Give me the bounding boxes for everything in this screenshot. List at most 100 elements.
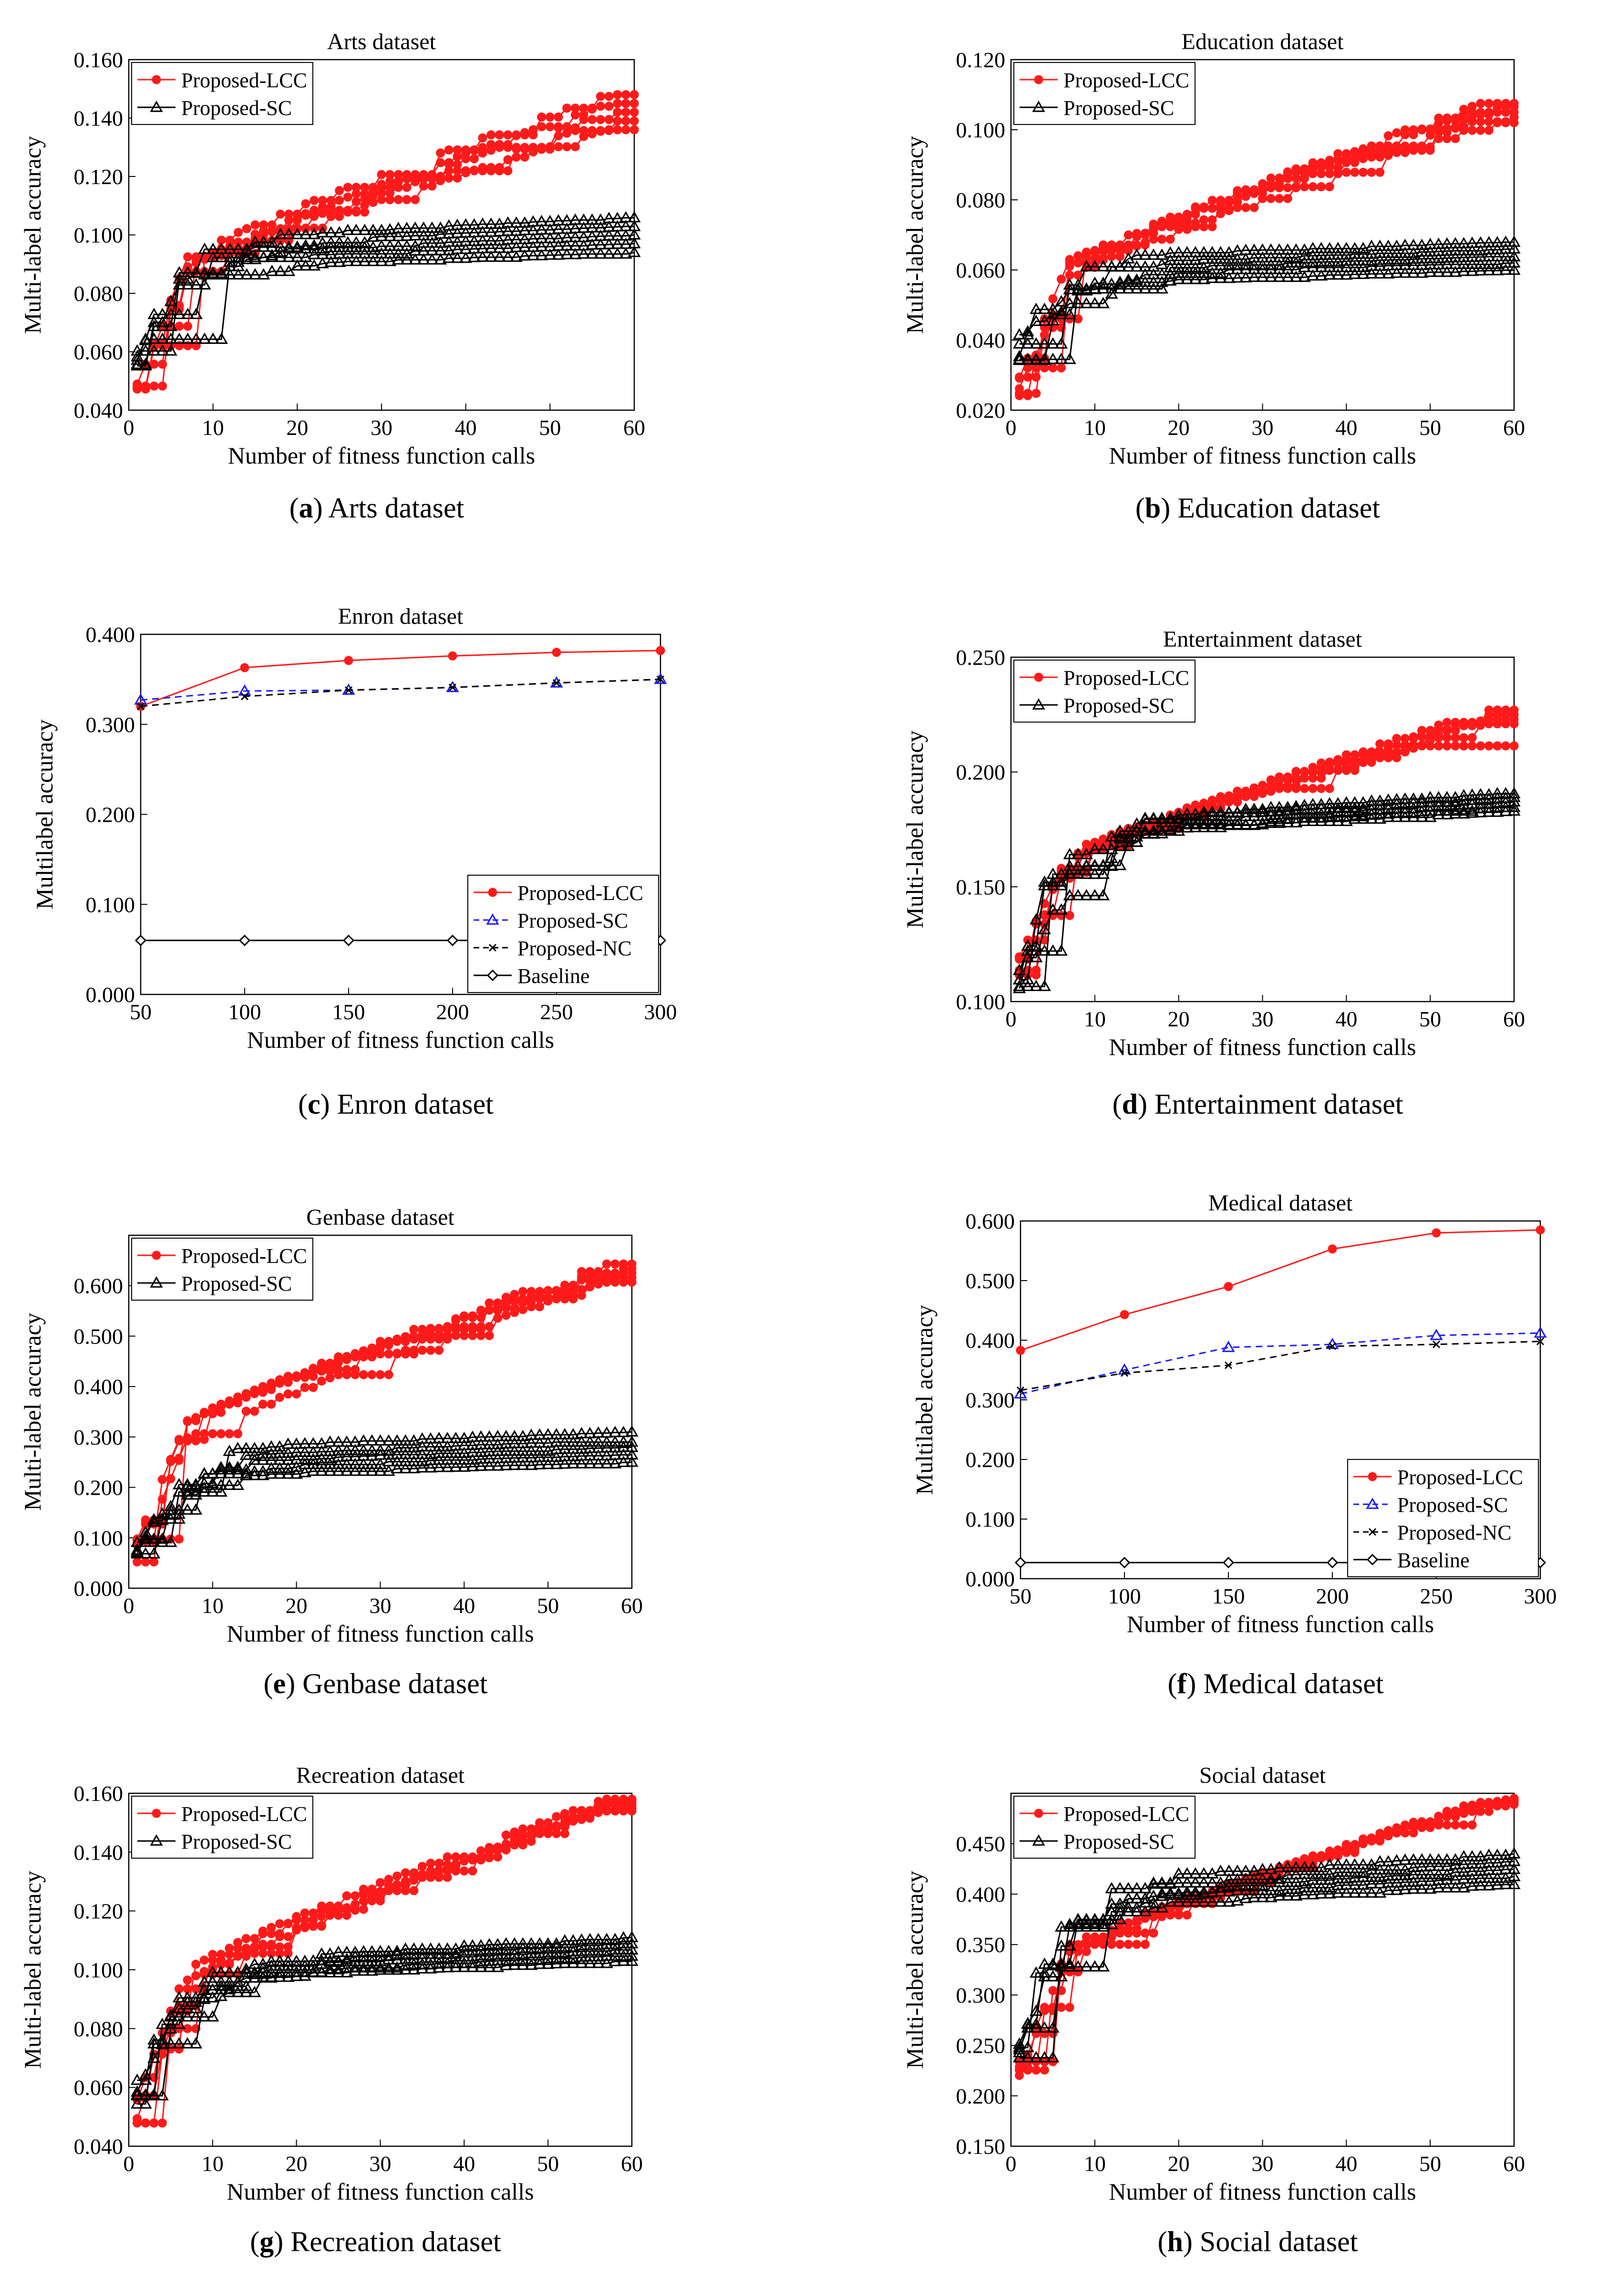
y-tick-label: 0.300 (956, 1983, 1006, 2007)
run-point (1063, 848, 1076, 859)
y-tick-label: 0.150 (956, 875, 1006, 899)
run-point (518, 224, 531, 236)
run-point (231, 1975, 245, 1987)
run-point (1164, 1876, 1177, 1888)
run-point (1038, 879, 1051, 890)
run-point (181, 2010, 194, 2022)
run-point (206, 332, 220, 344)
run-point (570, 103, 580, 113)
run-point (508, 1943, 521, 1955)
run-point (1214, 809, 1227, 820)
x-tick-label: 200 (436, 1000, 469, 1024)
run-point (197, 1485, 211, 1497)
run-point (299, 250, 312, 262)
run-point (1266, 173, 1276, 183)
run-point (1465, 1872, 1479, 1884)
run-point (1130, 282, 1144, 294)
run-point (265, 1461, 278, 1473)
run-point (1390, 1854, 1403, 1866)
run-point (1057, 363, 1066, 372)
run-point (173, 308, 186, 320)
run-point (1222, 806, 1236, 817)
run-point (508, 1937, 521, 1949)
legend-label: Proposed-LCC (1063, 69, 1189, 92)
run-point (1409, 1818, 1418, 1827)
run-point (1415, 1874, 1429, 1886)
run-point (588, 115, 597, 124)
run-point (1317, 758, 1326, 768)
run-point (1164, 1888, 1177, 1900)
run-point (1155, 282, 1169, 294)
run-point (298, 1437, 311, 1448)
run-point (1323, 1887, 1336, 1899)
run-point (133, 384, 142, 393)
run-point (516, 1451, 530, 1463)
run-point (1012, 352, 1026, 364)
run-point (225, 1950, 234, 1959)
run-point (501, 250, 515, 262)
caption-text: Enron dataset (337, 1088, 494, 1120)
legend-marker (486, 913, 499, 925)
run-point (1164, 261, 1177, 273)
run-point (215, 250, 228, 262)
run-point (382, 1953, 395, 1965)
run-point (250, 1385, 259, 1395)
run-point (407, 1441, 421, 1453)
run-point (1491, 264, 1504, 276)
run-point (340, 1464, 353, 1476)
run-point (1096, 1920, 1110, 1932)
run-point (535, 248, 548, 260)
run-point (1046, 2051, 1060, 2063)
run-point (198, 332, 211, 344)
run-point (1105, 859, 1118, 871)
run-point (520, 152, 529, 162)
run-point (391, 1462, 404, 1474)
run-point (1359, 167, 1368, 177)
run-point (215, 242, 228, 254)
run-point (1054, 903, 1068, 915)
run-point (1501, 99, 1510, 108)
run-point (608, 1943, 622, 1955)
run-point (486, 130, 496, 140)
run-point (1164, 1886, 1177, 1898)
run-point (1054, 944, 1068, 956)
caption-letter: f (1177, 1668, 1187, 1699)
series-proposed-sc (130, 1931, 639, 2109)
run-point (491, 1452, 505, 1464)
run-point (343, 192, 352, 202)
run-point (567, 1449, 580, 1461)
chart-title: Arts dataset (327, 29, 436, 54)
run-point (1138, 824, 1152, 836)
run-point (1113, 1901, 1127, 1913)
legend-box (1013, 62, 1196, 125)
run-point (1273, 817, 1286, 828)
run-point (617, 1949, 630, 1961)
run-point (1180, 261, 1194, 273)
run-point (1423, 1874, 1437, 1886)
run-point (1138, 282, 1152, 294)
run-point (373, 1434, 387, 1446)
run-point (325, 1358, 335, 1368)
run-point (1231, 258, 1244, 270)
run-point (493, 225, 506, 237)
run-point (282, 264, 296, 276)
chart-title: Education dataset (1182, 29, 1344, 54)
run-point (281, 1461, 295, 1473)
run-point (568, 248, 582, 259)
run-point (1063, 1960, 1076, 1972)
run-point (1415, 266, 1429, 278)
run-point (476, 217, 489, 229)
run-point (1105, 260, 1118, 271)
run-point (611, 247, 624, 259)
run-point (392, 239, 405, 251)
run-point (340, 1945, 353, 1957)
run-point (189, 1479, 203, 1491)
run-point (147, 320, 161, 331)
run-point (141, 2118, 150, 2128)
run-point (1130, 275, 1144, 287)
run-point (223, 1444, 236, 1456)
run-point (1180, 1885, 1194, 1897)
run-point (241, 1934, 251, 1944)
run-point (1172, 1867, 1186, 1879)
run-point (1239, 1879, 1252, 1891)
